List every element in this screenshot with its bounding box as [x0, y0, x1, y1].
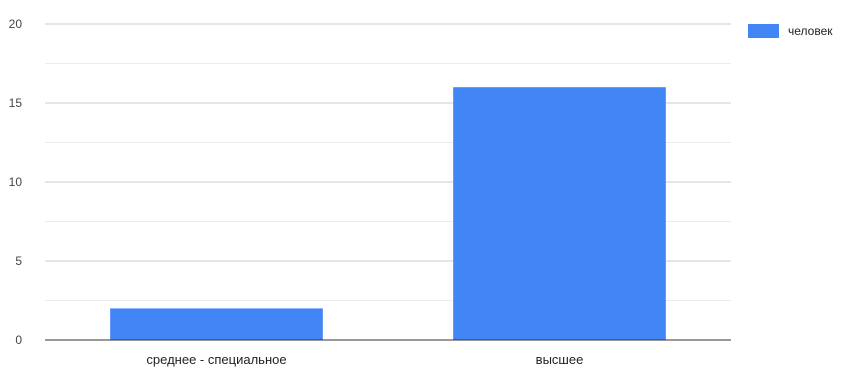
x-category-label: высшее	[536, 352, 584, 367]
y-tick-label: 10	[9, 175, 23, 189]
y-tick-label: 20	[9, 17, 23, 31]
legend-label: человек	[788, 24, 833, 38]
y-tick-label: 15	[9, 96, 23, 110]
bars	[110, 87, 666, 340]
gridlines	[45, 23, 731, 301]
y-tick-label: 5	[15, 254, 22, 268]
x-category-label: среднее - специальное	[146, 352, 286, 367]
y-tick-label: 0	[15, 333, 22, 347]
y-axis-ticks: 0 5 10 15 20	[9, 17, 23, 347]
legend-swatch	[748, 24, 779, 38]
x-axis-labels: среднее - специальное высшее	[146, 352, 583, 367]
bar[interactable]	[453, 87, 666, 340]
bar[interactable]	[110, 308, 323, 340]
legend[interactable]: человек	[748, 24, 833, 38]
